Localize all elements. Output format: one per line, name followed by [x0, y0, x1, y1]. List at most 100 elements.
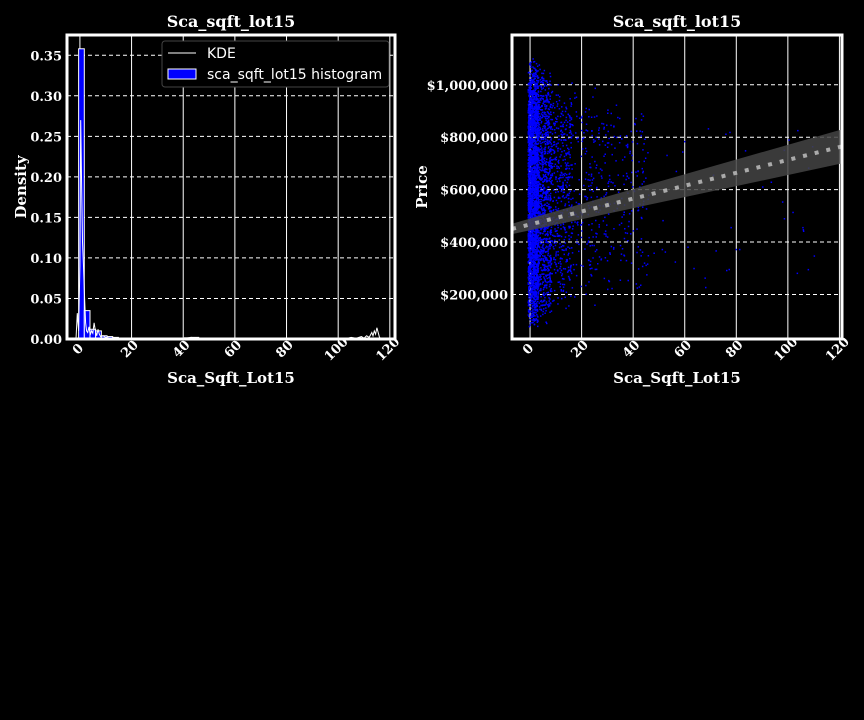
scatter-point: [592, 96, 594, 98]
scatter-point: [537, 119, 539, 122]
scatter-point: [531, 184, 534, 186]
scatter-point: [564, 227, 566, 229]
scatter-point: [549, 276, 551, 279]
scatter-point: [527, 111, 529, 114]
scatter-point: [613, 246, 615, 249]
scatter-point: [553, 268, 556, 271]
scatter-point: [547, 233, 549, 236]
scatter-point: [530, 280, 532, 283]
scatter-point: [562, 226, 565, 228]
histogram-bars: [78, 48, 200, 340]
scatter-point: [536, 112, 538, 114]
scatter-point: [540, 147, 543, 149]
scatter-point: [543, 111, 545, 113]
scatter-point: [529, 283, 531, 286]
scatter-point: [536, 111, 539, 113]
scatter-point: [615, 136, 618, 139]
scatter-point: [534, 277, 537, 279]
scatter-point: [549, 302, 552, 304]
scatter-point: [567, 197, 570, 200]
scatter-point: [539, 140, 541, 143]
scatter-point: [546, 117, 549, 120]
scatter-point: [570, 133, 573, 135]
scatter-point: [531, 157, 533, 160]
scatter-point: [529, 244, 532, 246]
scatter-point: [536, 269, 538, 272]
scatter-point: [598, 129, 600, 131]
scatter-point: [580, 236, 583, 239]
scatter-point: [570, 198, 572, 201]
scatter-point: [549, 174, 552, 176]
scatter-point: [530, 201, 532, 203]
scatter-point: [563, 278, 565, 280]
scatter-point: [537, 296, 539, 298]
scatter-point: [544, 142, 547, 145]
scatter-point: [527, 154, 530, 157]
scatter-point: [536, 186, 539, 189]
scatter-point: [566, 260, 568, 262]
scatter-point: [528, 205, 530, 208]
scatter-point: [559, 187, 561, 189]
scatter-point: [533, 81, 536, 83]
scatter-point: [529, 141, 531, 144]
scatter-point: [568, 277, 571, 279]
scatter-point: [531, 137, 533, 139]
scatter-point: [643, 262, 646, 264]
scatter-point: [532, 205, 535, 207]
scatter-point: [532, 138, 534, 140]
scatter-point: [531, 259, 533, 262]
scatter-point: [543, 267, 546, 269]
scatter-point: [595, 268, 598, 271]
scatter-point: [528, 72, 530, 74]
scatter-point: [530, 119, 533, 121]
scatter-point: [530, 104, 532, 106]
scatter-point: [544, 279, 546, 281]
scatter-point: [546, 168, 548, 171]
scatter-point: [529, 237, 532, 239]
scatter-point: [591, 267, 593, 270]
scatter-point: [550, 231, 553, 234]
scatter-point: [640, 134, 642, 137]
scatter-point: [545, 96, 548, 98]
scatter-point: [569, 176, 571, 178]
scatter-point: [538, 123, 540, 126]
scatter-point: [647, 152, 649, 154]
scatter-point: [557, 191, 559, 193]
scatter-point: [529, 209, 531, 212]
scatter-point: [566, 181, 568, 184]
scatter-point: [530, 191, 532, 194]
scatter-point: [599, 168, 602, 170]
scatter-point: [571, 232, 574, 235]
scatter-point: [544, 296, 546, 299]
scatter-point: [549, 195, 552, 197]
scatter-point: [576, 115, 578, 118]
scatter-point: [545, 228, 547, 230]
scatter-point: [543, 100, 545, 102]
legend-hist-label: sca_sqft_lot15 histogram: [207, 67, 382, 83]
scatter-point: [537, 319, 539, 321]
scatter-point: [534, 123, 537, 125]
scatter-point: [576, 138, 578, 140]
scatter-point: [556, 209, 558, 212]
scatter-point: [540, 299, 543, 302]
scatter-point: [531, 230, 533, 232]
scatter-point: [533, 256, 535, 259]
scatter-point: [589, 260, 592, 263]
scatter-point: [535, 282, 537, 284]
scatter-point: [530, 80, 532, 82]
scatter-point: [595, 187, 598, 189]
scatter-point: [557, 185, 559, 187]
scatter-point: [546, 258, 548, 261]
scatter-point: [535, 259, 537, 261]
scatter-point: [532, 296, 534, 298]
scatter-point: [551, 106, 553, 109]
legend-hist-swatch: [167, 68, 197, 80]
scatter-point: [551, 290, 553, 292]
scatter-point: [531, 316, 533, 318]
scatter-point: [565, 258, 568, 261]
scatter-point: [537, 190, 540, 193]
scatter-point: [534, 82, 536, 85]
scatter-point: [534, 261, 536, 264]
scatter-point: [557, 127, 560, 130]
